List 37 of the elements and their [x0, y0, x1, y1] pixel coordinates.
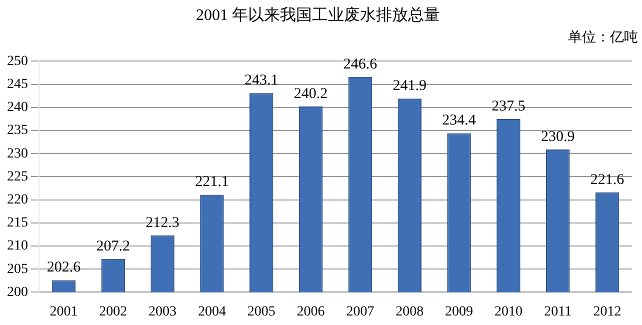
x-tick-label: 2006 — [296, 304, 325, 320]
y-tick-label: 220 — [7, 192, 28, 208]
y-tick-label: 205 — [7, 262, 28, 277]
data-label: 246.6 — [343, 56, 378, 72]
text: 单位：亿吨 — [568, 30, 638, 46]
data-label: 202.6 — [46, 260, 82, 276]
x-tick-label: 2010 — [494, 304, 522, 320]
x-tick-label: 2002 — [99, 304, 128, 320]
data-label: 243.1 — [244, 72, 278, 89]
data-label: 221.1 — [195, 174, 229, 190]
chart-title: 2001 年以来我国工业废水排放总量 — [196, 6, 440, 24]
y-tick-label: 240 — [7, 100, 28, 116]
y-tick-label: 230 — [7, 146, 28, 162]
data-label: 237.5 — [492, 98, 526, 114]
x-tick-label: 2012 — [593, 304, 622, 320]
data-label: 207.2 — [96, 238, 130, 254]
data-label: 230.9 — [541, 128, 575, 145]
y-tick-label: 225 — [7, 169, 28, 184]
data-label: 212.3 — [146, 214, 180, 231]
x-tick-label: 2004 — [198, 304, 226, 320]
y-tick-label: 245 — [7, 76, 28, 92]
y-tick-label: 250 — [7, 54, 28, 69]
x-tick-label: 2008 — [396, 304, 424, 320]
data-label: 234.4 — [442, 112, 476, 129]
y-tick-label: 235 — [7, 123, 28, 138]
data-label: 240.2 — [294, 86, 328, 102]
x-tick-label: 2007 — [346, 304, 374, 320]
y-tick-label: 215 — [7, 216, 28, 231]
y-tick-label: 200 — [7, 284, 28, 300]
y-tick-label: 210 — [7, 238, 28, 254]
x-tick-label: 2005 — [247, 304, 276, 320]
x-tick-label: 2001 — [50, 304, 78, 320]
data-label: 221.6 — [590, 172, 625, 188]
x-tick-label: 2011 — [544, 304, 572, 320]
x-tick-label: 2003 — [148, 304, 177, 320]
x-tick-label: 2009 — [445, 304, 474, 320]
data-label: 241.9 — [392, 78, 426, 94]
